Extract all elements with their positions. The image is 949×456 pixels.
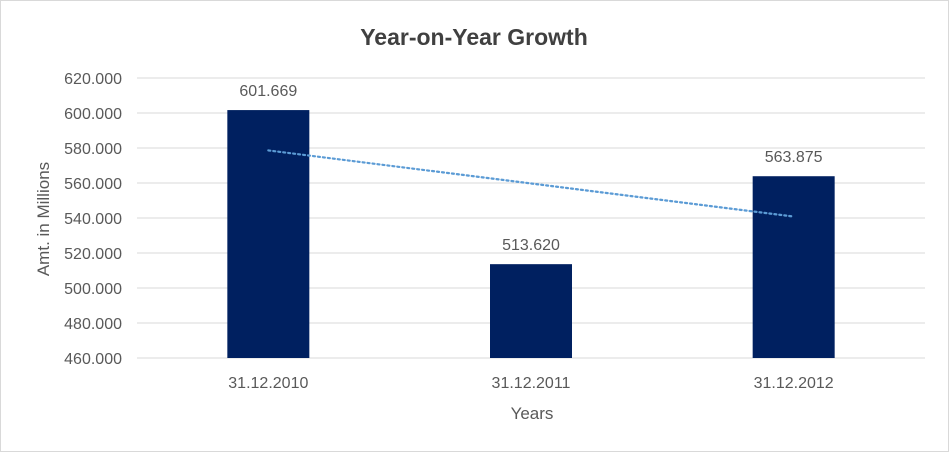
data-label: 601.669 <box>239 83 297 100</box>
y-tick-label: 540.000 <box>64 211 122 228</box>
bar <box>490 264 572 358</box>
bar <box>227 110 310 358</box>
y-tick-label: 480.000 <box>64 316 122 333</box>
y-tick-label: 460.000 <box>64 351 122 368</box>
y-tick-label: 520.000 <box>64 246 122 263</box>
y-tick-label: 600.000 <box>64 106 122 123</box>
data-labels: 601.669 513.620 563.875 <box>239 83 822 254</box>
x-tick-label: 31.12.2011 <box>492 375 571 392</box>
bar <box>752 176 835 358</box>
x-tick-label: 31.12.2010 <box>228 375 308 392</box>
y-tick-label: 500.000 <box>64 281 122 298</box>
y-tick-label: 620.000 <box>64 71 122 88</box>
y-tick-label: 560.000 <box>64 176 122 193</box>
chart-title: Year-on-Year Growth <box>360 24 588 50</box>
x-tick-label: 31.12.2012 <box>754 375 834 392</box>
y-axis-label: Amt. in Millions <box>34 162 53 276</box>
data-label: 513.620 <box>502 237 560 254</box>
trendline <box>267 149 795 218</box>
bars <box>227 110 835 358</box>
x-axis-label: Years <box>511 404 554 423</box>
y-axis-ticks: 460.000 480.000 500.000 520.000 540.000 560.0… <box>64 71 122 368</box>
y-tick-label: 580.000 <box>64 141 122 158</box>
data-label: 563.875 <box>765 149 823 166</box>
x-axis-ticks: 31.12.2010 31.12.2011 31.12.2012 <box>228 375 834 392</box>
